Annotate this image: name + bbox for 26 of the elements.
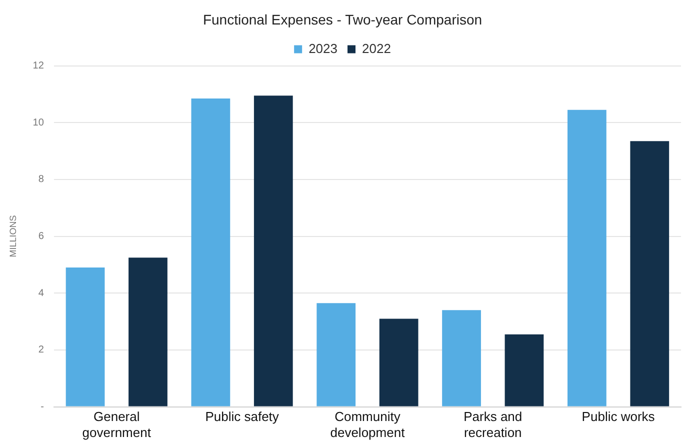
bar (316, 303, 356, 406)
legend-label: 2022 (362, 40, 391, 56)
legend-label: 2023 (308, 40, 338, 56)
bar (630, 141, 670, 406)
y-tick-label: - (40, 402, 44, 413)
x-tick-label: General government (82, 409, 152, 440)
y-tick-label: 2 (38, 344, 44, 356)
bar (442, 310, 481, 406)
bar (504, 334, 544, 406)
x-tick-label: Parks and recreation (464, 409, 522, 440)
bar (191, 98, 230, 406)
y-tick-label: 8 (38, 174, 44, 186)
x-tick-label: Public works (582, 409, 656, 424)
bar (66, 268, 105, 406)
x-tick-label: Community development (330, 409, 406, 440)
y-tick-label: 6 (38, 231, 44, 242)
y-tick-label: 4 (38, 288, 44, 299)
bar (379, 318, 418, 406)
bar (568, 110, 606, 406)
y-axis-title: MILLIONS (8, 215, 18, 258)
x-tick-label: Public safety (205, 409, 280, 424)
chart-title: Functional Expenses - Two-year Comparison (202, 11, 482, 28)
bar (254, 96, 293, 406)
y-tick-label: 10 (32, 117, 44, 128)
bar (128, 258, 168, 406)
y-tick-label: 12 (32, 60, 44, 72)
